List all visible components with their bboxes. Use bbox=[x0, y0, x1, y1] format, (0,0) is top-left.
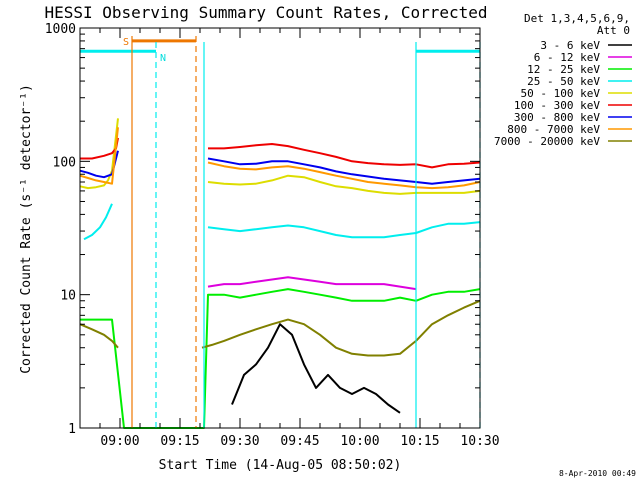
x-tick-label: 10:15 bbox=[400, 434, 439, 449]
legend-header: Att 0 bbox=[597, 24, 630, 37]
legend-label: 6 - 12 keV bbox=[534, 51, 601, 64]
x-tick-label: 09:15 bbox=[160, 434, 199, 449]
y-tick-label: 100 bbox=[53, 155, 76, 170]
legend-label: 25 - 50 keV bbox=[527, 75, 600, 88]
axis-layer: 09:00 09:15 09:30 09:45 10:00 10:15 10:30 1 10 10… bbox=[45, 22, 500, 449]
x-tick-label: 10:30 bbox=[460, 434, 499, 449]
series-layer bbox=[79, 118, 481, 429]
series-line-8 bbox=[79, 299, 481, 357]
legend-label: 7000 - 20000 keV bbox=[494, 135, 600, 148]
legend-label: 800 - 7000 keV bbox=[507, 123, 600, 136]
y-tick-label: 10 bbox=[60, 289, 76, 304]
legend-label: 12 - 25 keV bbox=[527, 63, 600, 76]
series-line-0 bbox=[231, 323, 401, 414]
legend-header: Det 1,3,4,5,6,9, bbox=[524, 12, 630, 25]
footer-timestamp: 8-Apr-2010 00:49 bbox=[559, 469, 636, 478]
series-line-7 bbox=[79, 127, 481, 190]
x-tick-label: 09:45 bbox=[280, 434, 319, 449]
x-tick-label: 09:30 bbox=[220, 434, 259, 449]
x-tick-label: 10:00 bbox=[340, 434, 379, 449]
legend-label: 50 - 100 keV bbox=[521, 87, 601, 100]
legend-label: 300 - 800 keV bbox=[514, 111, 600, 124]
series-line-2 bbox=[80, 288, 481, 429]
series-line-5 bbox=[80, 137, 481, 169]
legend-label: 3 - 6 keV bbox=[540, 39, 600, 52]
y-axis-label: Corrected Count Rate (s⁻¹ detector⁻¹) bbox=[19, 84, 34, 374]
saa-label: S bbox=[123, 37, 129, 48]
chart-title: HESSI Observing Summary Count Rates, Cor… bbox=[44, 3, 487, 22]
y-tick-label: 1 bbox=[68, 422, 76, 437]
y-tick-label: 1000 bbox=[45, 22, 76, 37]
series-line-3 bbox=[83, 203, 481, 241]
series-line-1 bbox=[207, 276, 417, 291]
x-axis-label: Start Time (14-Aug-05 08:50:02) bbox=[159, 458, 402, 473]
night-label: N bbox=[160, 53, 166, 64]
plot-frame bbox=[79, 27, 481, 429]
legend-label: 100 - 300 keV bbox=[514, 99, 600, 112]
x-tick-label: 09:00 bbox=[100, 434, 139, 449]
